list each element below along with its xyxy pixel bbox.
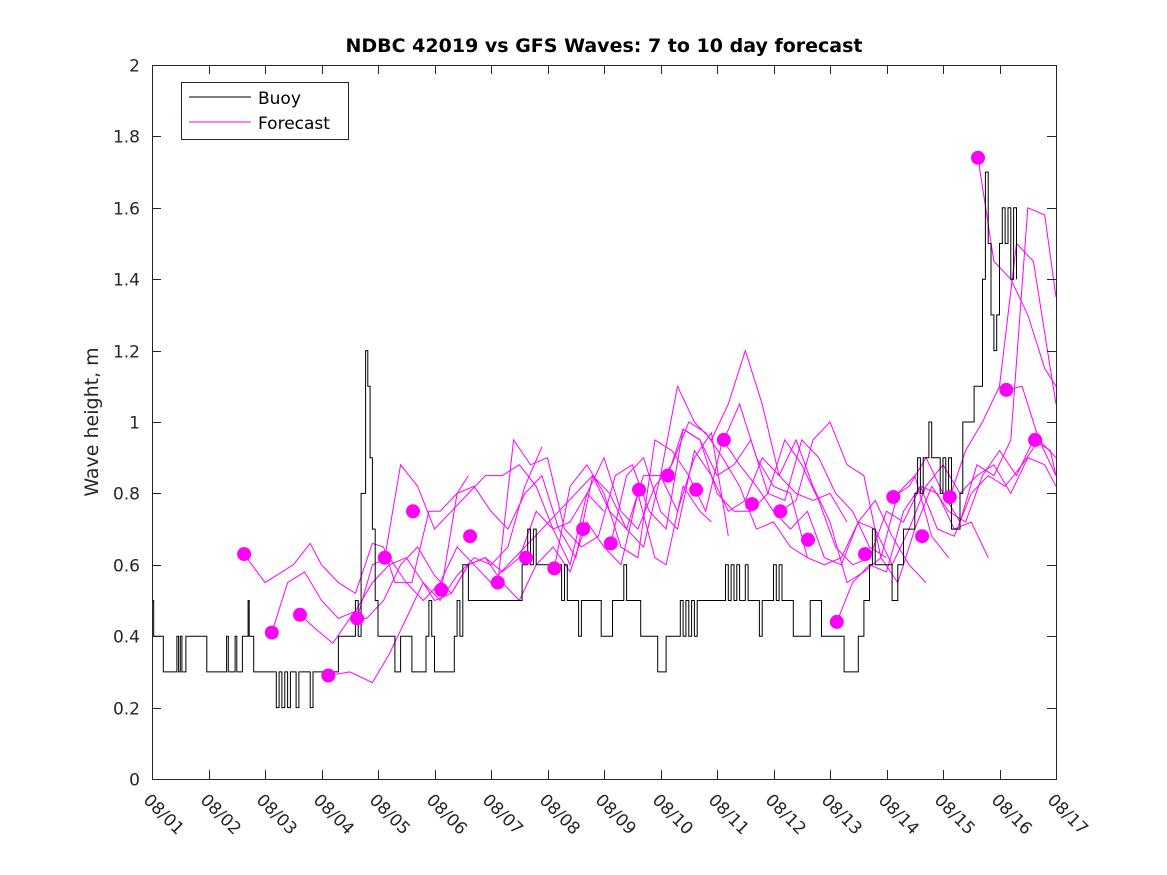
y-tick-label: 1.6 <box>113 200 140 220</box>
y-tick-label: 1.4 <box>113 271 140 291</box>
legend-label-forecast: Forecast <box>258 114 330 134</box>
x-tick-label: 08/05 <box>365 790 414 839</box>
forecast-point <box>264 625 279 640</box>
y-tick-label: 0.8 <box>113 485 140 505</box>
legend-box <box>181 82 349 140</box>
forecast-point <box>377 550 392 565</box>
forecast-point <box>237 547 252 562</box>
forecast-run-line <box>836 439 1057 623</box>
y-tick-label: 1.2 <box>113 343 140 363</box>
forecast-run-line <box>328 485 712 684</box>
forecast-point <box>660 468 675 483</box>
forecast-point <box>406 504 420 519</box>
x-tick-label: 08/11 <box>704 790 753 839</box>
forecast-point <box>519 550 533 565</box>
forecast-point <box>829 614 844 629</box>
forecast-point <box>293 607 307 622</box>
legend-label-buoy: Buoy <box>258 89 301 109</box>
forecast-point <box>971 150 985 165</box>
forecast-point <box>576 522 591 537</box>
x-tick-label: 08/09 <box>591 790 640 839</box>
forecast-run-line <box>949 242 1057 498</box>
forecast-point <box>350 611 365 626</box>
forecast-point <box>603 536 618 551</box>
y-tick-label: 1 <box>129 414 140 434</box>
legend: Buoy Forecast <box>181 82 349 140</box>
forecast-run-line <box>1006 385 1057 476</box>
plot-background <box>152 65 1056 779</box>
forecast-point <box>773 504 788 519</box>
forecast-point <box>1028 432 1043 447</box>
forecast-point <box>858 547 872 562</box>
forecast-run-line <box>667 428 989 566</box>
forecast-point <box>886 490 901 504</box>
x-tick-label: 08/08 <box>535 790 584 839</box>
x-tick-label: 08/04 <box>309 790 358 839</box>
forecast-run-line <box>780 421 1057 584</box>
forecast-run-line <box>271 446 543 633</box>
buoy-line <box>152 171 1017 709</box>
forecast-point <box>716 432 731 447</box>
forecast-point <box>321 668 336 683</box>
series-layer <box>152 150 1057 709</box>
x-tick-label: 08/13 <box>817 790 866 839</box>
forecast-point <box>490 575 505 590</box>
y-tick-label: 0 <box>129 771 140 791</box>
x-tick-label: 08/01 <box>139 790 188 839</box>
x-tick-label: 08/10 <box>648 790 697 839</box>
x-tick-label: 08/14 <box>874 790 923 839</box>
x-tick-label: 08/07 <box>478 790 527 839</box>
y-axis-label: Wave height, m <box>81 347 103 496</box>
y-tick-label: 2 <box>129 57 140 77</box>
forecast-point <box>942 490 957 504</box>
y-axis-ticks: 0 0.2 0.4 0.6 0.8 1 1.2 1.4 1.6 1.8 2 <box>113 57 1056 791</box>
forecast-point <box>434 582 449 597</box>
forecast-point <box>801 532 815 547</box>
x-tick-label: 08/17 <box>1043 790 1092 839</box>
chart-title: NDBC 42019 vs GFS Waves: 7 to 10 day for… <box>345 35 862 57</box>
y-tick-label: 0.4 <box>113 628 140 648</box>
forecast-point <box>632 482 646 497</box>
x-tick-label: 08/12 <box>761 790 810 839</box>
forecast-point <box>547 561 562 576</box>
x-tick-label: 08/06 <box>422 790 471 839</box>
forecast-run-line <box>243 475 469 595</box>
forecast-point <box>463 529 478 544</box>
forecast-point <box>745 497 759 512</box>
forecast-run-line <box>553 438 927 583</box>
y-tick-label: 1.8 <box>113 128 140 148</box>
x-tick-label: 08/03 <box>252 790 301 839</box>
y-tick-label: 0.2 <box>113 700 140 720</box>
forecast-point <box>915 529 930 544</box>
x-tick-label: 08/15 <box>930 790 979 839</box>
forecast-point <box>999 382 1014 397</box>
x-tick-label: 08/16 <box>987 790 1036 839</box>
y-tick-label: 0.6 <box>113 557 140 577</box>
forecast-run-line <box>356 431 729 619</box>
x-tick-label: 08/02 <box>196 790 245 839</box>
forecast-point <box>689 482 704 497</box>
